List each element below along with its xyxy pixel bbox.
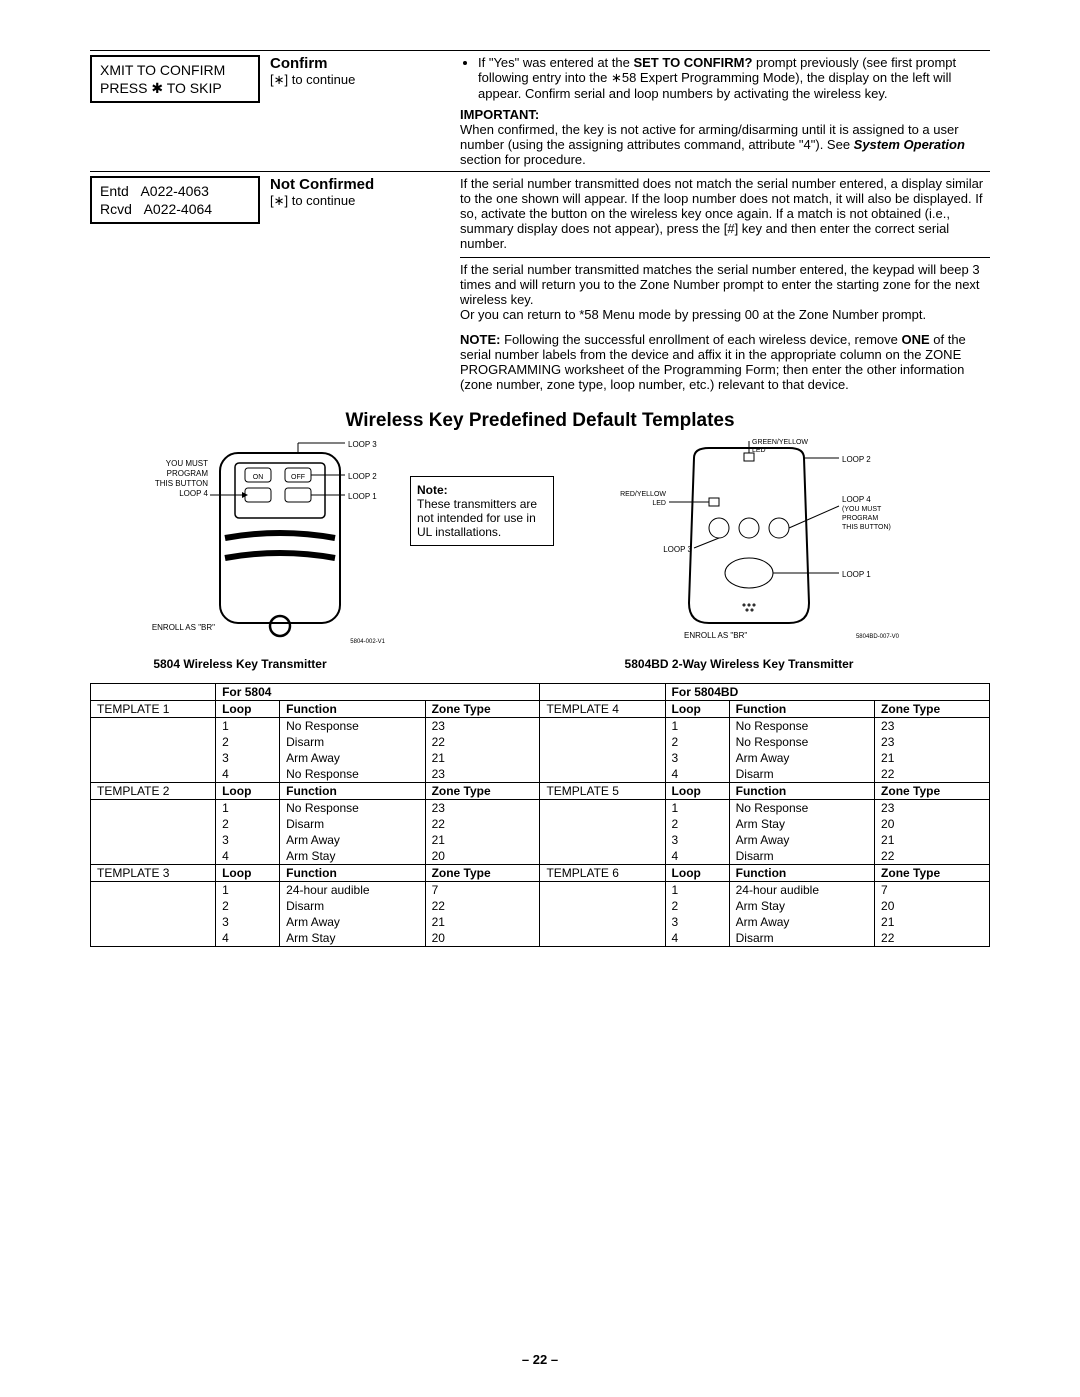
svg-5804: ON OFF LOOP 3 LOOP 2 LOOP 1 YOU MU: [90, 438, 390, 648]
blank-cell: [91, 684, 216, 701]
page-number: – 22 –: [0, 1352, 1080, 1367]
confirm-row: XMIT TO CONFIRM PRESS ✱ TO SKIP Confirm …: [90, 55, 990, 167]
bullet-list: If "Yes" was entered at the SET TO CONFI…: [478, 55, 990, 101]
lcd-display-confirm: XMIT TO CONFIRM PRESS ✱ TO SKIP: [90, 55, 260, 103]
page: XMIT TO CONFIRM PRESS ✱ TO SKIP Confirm …: [0, 0, 1080, 1397]
svg-text:LED: LED: [652, 500, 666, 507]
svg-text:LOOP 1: LOOP 1: [348, 492, 377, 501]
notconfirmed-title: Not Confirmed: [270, 176, 460, 193]
svg-text:RED/YELLOW: RED/YELLOW: [620, 491, 666, 498]
templates-table: For 5804 For 5804BD TEMPLATE 1LoopFuncti…: [90, 683, 990, 947]
svg-text:LED: LED: [752, 447, 766, 454]
svg-text:PROGRAM: PROGRAM: [842, 515, 878, 522]
notconfirmed-sub: [∗] to continue: [270, 193, 460, 209]
svg-5804bd: GREEN/YELLOW LED LOOP 2 RED/YELLOW LED L…: [574, 438, 904, 648]
svg-text:5804BD-007-V0: 5804BD-007-V0: [856, 634, 900, 640]
lcd-display-notconfirmed: Entd A022-4063 Rcvd A022-4064: [90, 176, 260, 224]
divider: [90, 171, 990, 172]
svg-text:OFF: OFF: [291, 474, 305, 481]
body-col: If the serial number transmitted does no…: [460, 176, 990, 392]
diagram-5804: ON OFF LOOP 3 LOOP 2 LOOP 1 YOU MU: [90, 438, 390, 671]
t: SET TO CONFIRM?: [633, 55, 752, 70]
svg-text:THIS BUTTON): THIS BUTTON): [842, 524, 891, 531]
note-text: These transmitters are not intended for …: [417, 497, 547, 539]
svg-text:5804-002-V1: 5804-002-V1: [350, 639, 385, 645]
title-col: Confirm [∗] to continue: [270, 55, 460, 88]
svg-text:YOU MUST: YOU MUST: [166, 459, 208, 468]
lcd-line: XMIT TO CONFIRM: [100, 61, 250, 79]
inner-divider: [460, 257, 990, 258]
body-col: If "Yes" was entered at the SET TO CONFI…: [460, 55, 990, 167]
svg-text:LOOP 2: LOOP 2: [842, 455, 871, 464]
important-label: IMPORTANT:: [460, 107, 990, 122]
svg-text:ENROLL AS "BR": ENROLL AS "BR": [684, 631, 747, 640]
t: If "Yes" was entered at the: [478, 55, 633, 70]
confirm-title: Confirm: [270, 55, 460, 72]
templates-heading: Wireless Key Predefined Default Template…: [90, 410, 990, 432]
svg-text:LOOP 3: LOOP 3: [663, 545, 692, 554]
para: If the serial number transmitted matches…: [460, 262, 990, 307]
svg-text:LOOP 4: LOOP 4: [179, 489, 208, 498]
svg-text:LOOP 3: LOOP 3: [348, 440, 377, 449]
svg-text:PROGRAM: PROGRAM: [167, 469, 209, 478]
important-text: When confirmed, the key is not active fo…: [460, 122, 990, 167]
lcd-col: XMIT TO CONFIRM PRESS ✱ TO SKIP: [90, 55, 270, 103]
note-box: Note: These transmitters are not intende…: [410, 476, 554, 546]
title-col: Not Confirmed [∗] to continue: [270, 176, 460, 209]
svg-text:LOOP 1: LOOP 1: [842, 570, 871, 579]
svg-text:THIS BUTTON: THIS BUTTON: [155, 479, 208, 488]
lcd-line: Rcvd A022-4064: [100, 200, 250, 218]
diagram-row: ON OFF LOOP 3 LOOP 2 LOOP 1 YOU MU: [90, 438, 990, 671]
svg-text:ON: ON: [253, 474, 264, 481]
bullet: If "Yes" was entered at the SET TO CONFI…: [478, 55, 990, 101]
for-5804bd: For 5804BD: [665, 684, 989, 701]
caption-5804: 5804 Wireless Key Transmitter: [90, 657, 390, 671]
svg-text:ENROLL AS "BR": ENROLL AS "BR": [152, 623, 215, 632]
lcd-line: PRESS ✱ TO SKIP: [100, 79, 250, 97]
lcd-col: Entd A022-4063 Rcvd A022-4064: [90, 176, 270, 224]
para: Or you can return to *58 Menu mode by pr…: [460, 307, 990, 322]
note-title: Note:: [417, 483, 547, 497]
para: If the serial number transmitted does no…: [460, 176, 990, 251]
note-block: NOTE: Following the successful enrollmen…: [460, 332, 990, 392]
svg-text:LOOP 2: LOOP 2: [348, 472, 377, 481]
confirm-sub: [∗] to continue: [270, 72, 460, 88]
for-5804: For 5804: [216, 684, 540, 701]
note-label: NOTE:: [460, 332, 500, 347]
svg-text:LOOP 4: LOOP 4: [842, 495, 871, 504]
top-rule: [90, 50, 990, 51]
notconfirmed-row: Entd A022-4063 Rcvd A022-4064 Not Confir…: [90, 176, 990, 392]
important-block: IMPORTANT: When confirmed, the key is no…: [460, 107, 990, 167]
svg-text:GREEN/YELLOW: GREEN/YELLOW: [752, 439, 808, 446]
diagram-5804bd: GREEN/YELLOW LED LOOP 2 RED/YELLOW LED L…: [574, 438, 904, 671]
svg-text:(YOU MUST: (YOU MUST: [842, 506, 882, 513]
caption-5804bd: 5804BD 2-Way Wireless Key Transmitter: [574, 657, 904, 671]
lcd-line: Entd A022-4063: [100, 182, 250, 200]
blank-cell: [540, 684, 665, 701]
